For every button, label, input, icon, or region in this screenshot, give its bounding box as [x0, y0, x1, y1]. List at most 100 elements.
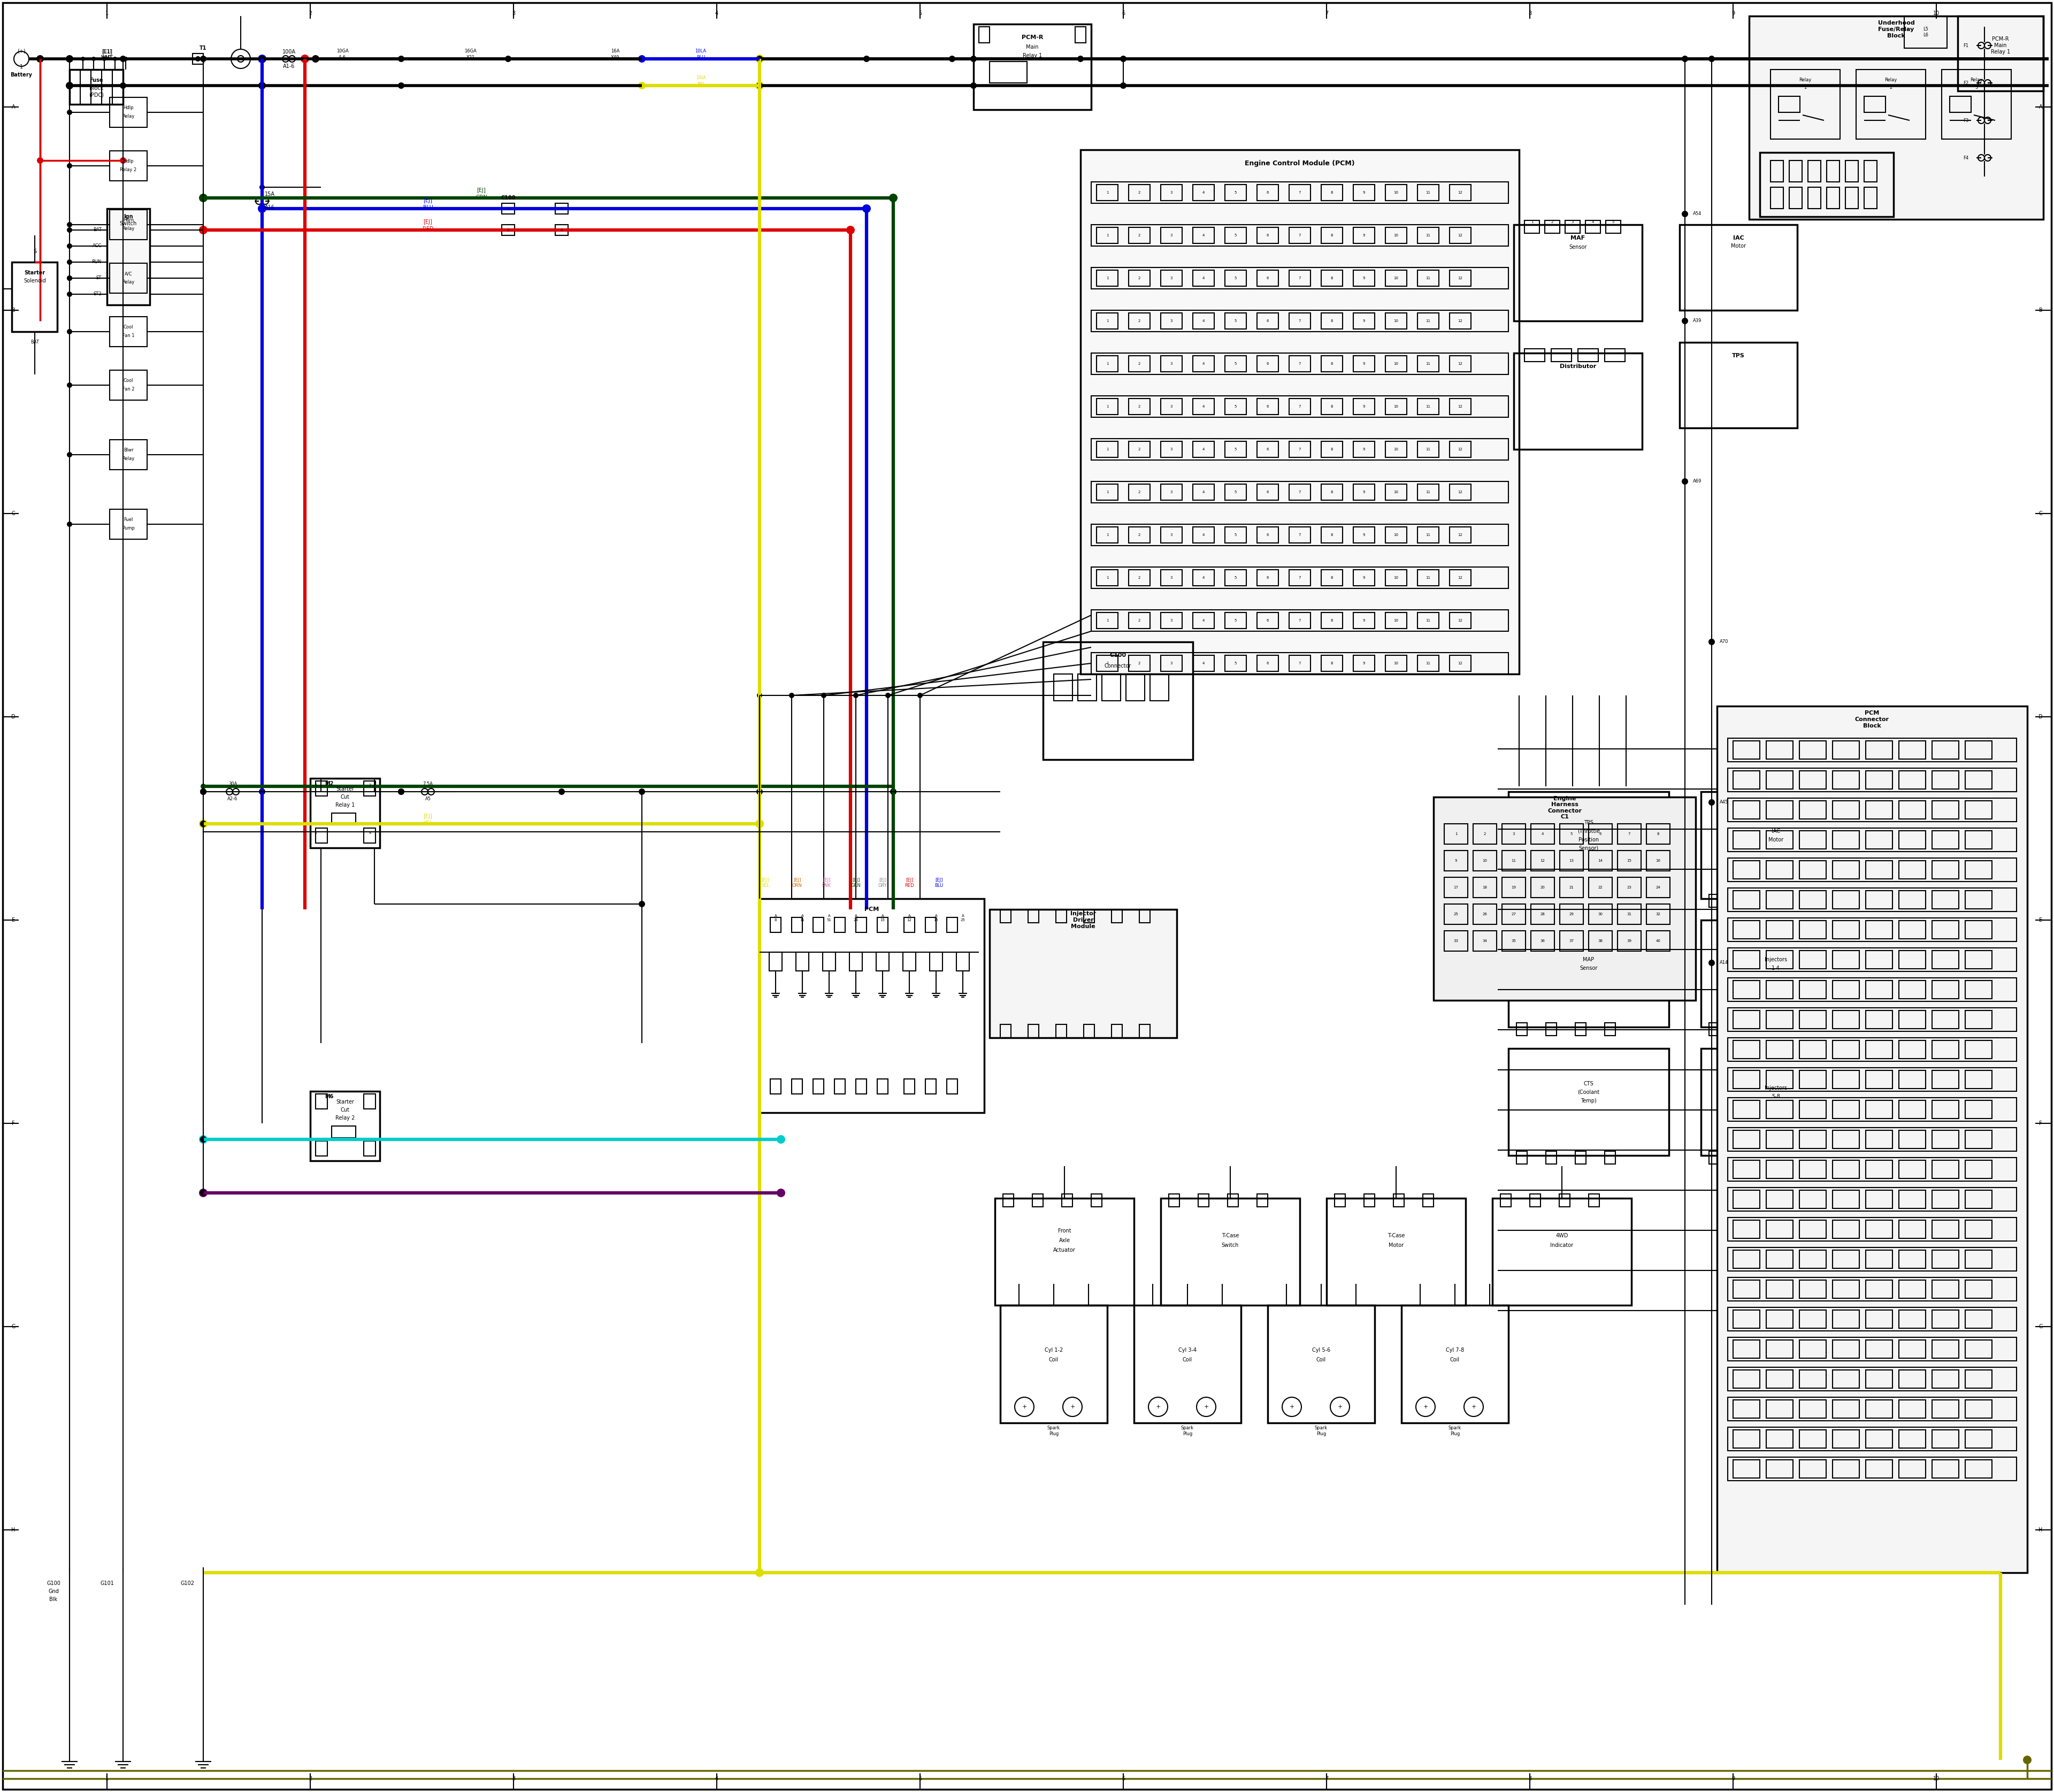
Circle shape: [201, 783, 205, 788]
Text: A: A: [828, 914, 830, 918]
Bar: [1056, 909, 1066, 923]
Bar: [1966, 980, 1992, 998]
Bar: [310, 1091, 380, 1161]
Bar: [1290, 271, 1310, 287]
Bar: [1097, 357, 1117, 371]
Bar: [1766, 950, 1793, 969]
Bar: [834, 1079, 844, 1093]
Text: 8: 8: [1331, 192, 1333, 194]
Text: WHT: WHT: [101, 56, 113, 61]
Bar: [1257, 271, 1278, 287]
Text: RED: RED: [904, 883, 914, 889]
Bar: [1290, 185, 1310, 201]
Bar: [1444, 930, 1469, 952]
Bar: [1257, 613, 1278, 629]
Bar: [1727, 1426, 2017, 1452]
Text: 7: 7: [1298, 319, 1300, 323]
Text: 2: 2: [1138, 233, 1140, 237]
Text: Hdlp: Hdlp: [123, 106, 134, 111]
Bar: [1647, 824, 1670, 844]
Text: E: E: [12, 918, 14, 923]
Text: 2: 2: [1138, 362, 1140, 366]
Bar: [1473, 930, 1497, 952]
Text: Connector: Connector: [1105, 663, 1132, 668]
Bar: [1933, 1220, 1960, 1238]
Bar: [1000, 1305, 1107, 1423]
Text: 13: 13: [1569, 858, 1573, 862]
Circle shape: [68, 276, 72, 281]
Circle shape: [259, 54, 267, 63]
Bar: [1898, 860, 1927, 878]
Bar: [1559, 1193, 1569, 1206]
Circle shape: [885, 694, 891, 699]
Circle shape: [1709, 799, 1715, 806]
Bar: [1766, 860, 1793, 878]
Circle shape: [756, 82, 762, 90]
Text: 1: 1: [21, 65, 23, 70]
Bar: [974, 23, 1091, 109]
Bar: [1161, 527, 1183, 543]
Circle shape: [119, 82, 125, 90]
Text: PCM-R: PCM-R: [1021, 34, 1043, 39]
Bar: [193, 54, 203, 65]
Bar: [1799, 771, 1826, 788]
Text: 14: 14: [1598, 858, 1602, 862]
Bar: [1898, 1279, 1927, 1297]
Circle shape: [1682, 317, 1688, 324]
Circle shape: [68, 228, 72, 233]
Text: 8: 8: [1331, 233, 1333, 237]
Bar: [1865, 161, 1877, 181]
Bar: [1898, 1070, 1927, 1088]
Bar: [1384, 357, 1407, 371]
Bar: [1933, 1070, 1960, 1088]
Circle shape: [68, 260, 72, 265]
Bar: [1966, 860, 1992, 878]
Text: 30A: 30A: [228, 781, 236, 787]
Text: 28: 28: [1540, 912, 1545, 916]
Bar: [1091, 181, 1508, 202]
Bar: [1865, 921, 1892, 939]
Bar: [1933, 1430, 1960, 1448]
Bar: [1832, 1131, 1859, 1149]
Bar: [1904, 16, 1947, 48]
Bar: [1056, 1025, 1066, 1038]
Bar: [1865, 1251, 1892, 1269]
Bar: [1619, 930, 1641, 952]
Text: 3: 3: [511, 11, 516, 16]
Text: 10GA: 10GA: [337, 48, 349, 54]
Bar: [1799, 1430, 1826, 1448]
Bar: [1898, 980, 1927, 998]
Bar: [1709, 894, 1719, 907]
Bar: [1771, 186, 1783, 208]
Text: Horn: Horn: [123, 219, 134, 222]
Bar: [1933, 831, 1960, 849]
Text: ST2: ST2: [92, 292, 101, 297]
Bar: [850, 952, 863, 971]
Text: 9: 9: [1362, 362, 1366, 366]
Bar: [1779, 97, 1799, 113]
Bar: [1224, 484, 1247, 500]
Text: 34: 34: [1483, 939, 1487, 943]
Bar: [1501, 824, 1526, 844]
Circle shape: [199, 819, 207, 828]
Bar: [1966, 1460, 1992, 1478]
Bar: [1898, 1310, 1927, 1328]
Text: Switch: Switch: [1222, 1242, 1239, 1247]
Text: 2: 2: [1138, 276, 1140, 280]
Circle shape: [789, 694, 795, 699]
Bar: [1193, 613, 1214, 629]
Bar: [1727, 797, 2017, 823]
Bar: [1501, 878, 1526, 898]
Text: 39: 39: [1627, 939, 1631, 943]
Bar: [1499, 1193, 1512, 1206]
Text: 4: 4: [1202, 276, 1206, 280]
Text: WHT: WHT: [103, 56, 113, 61]
Text: 100A: 100A: [281, 48, 296, 54]
Bar: [1091, 1193, 1101, 1206]
Text: 12: 12: [1458, 233, 1462, 237]
Text: BLU: BLU: [935, 883, 943, 889]
Text: Fuel: Fuel: [123, 518, 134, 521]
Circle shape: [199, 56, 207, 63]
Bar: [1832, 1220, 1859, 1238]
Bar: [1224, 398, 1247, 414]
